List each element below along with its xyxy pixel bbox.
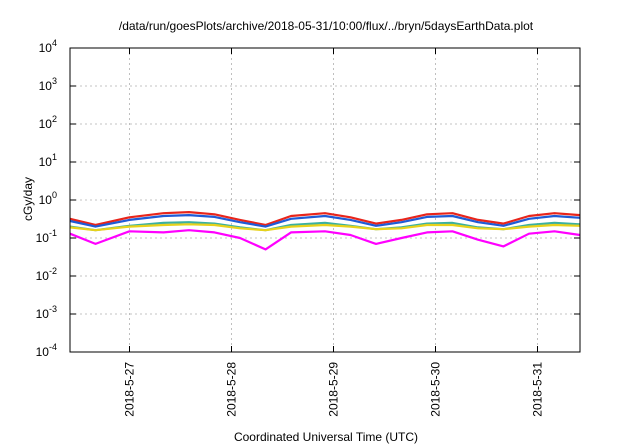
series-line-2	[69, 214, 581, 228]
x-ticks: 2018-5-27 2018-5-28 2018-5-29 2018-5-30 2018…	[123, 48, 545, 417]
y-tick-label: 10-2	[36, 266, 57, 283]
x-tick-label: 2018-5-30	[429, 362, 443, 417]
y-tick-label: 10-3	[36, 304, 57, 321]
series-line-4	[69, 223, 581, 232]
x-axis-label: Coordinated Universal Time (UTC)	[234, 430, 418, 444]
y-tick-label: 100	[39, 190, 57, 207]
x-tick-label: 2018-5-27	[123, 362, 137, 417]
y-tick-label: 101	[39, 152, 57, 169]
y-tick-label: 104	[39, 38, 57, 55]
y-tick-label: 102	[39, 114, 57, 131]
x-tick-label: 2018-5-31	[531, 362, 545, 417]
series-group	[69, 211, 581, 251]
y-tick-label: 10-4	[36, 342, 57, 359]
x-tick-label: 2018-5-28	[225, 362, 239, 417]
x-tick-label: 2018-5-29	[327, 362, 341, 417]
chart-title: /data/run/goesPlots/archive/2018-05-31/1…	[119, 19, 534, 33]
series-line-5	[69, 229, 581, 251]
y-ticks: 10-4 10-3 10-2 10-1 100 101 102 103 104	[36, 38, 580, 359]
y-axis-label: cGy/day	[21, 177, 35, 221]
grid	[70, 48, 580, 352]
series-line-1	[69, 211, 581, 227]
y-tick-label: 103	[39, 76, 57, 93]
y-tick-label: 10-1	[36, 228, 57, 245]
